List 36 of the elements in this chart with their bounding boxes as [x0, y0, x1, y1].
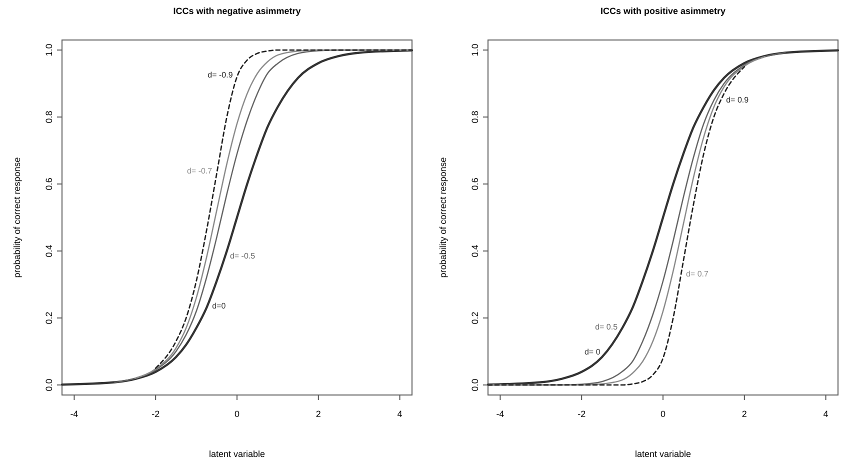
x-tick-label: -2 — [578, 409, 586, 419]
y-axis-title: probability of correct response — [438, 157, 448, 278]
y-tick-label: 0.0 — [470, 378, 480, 392]
y-tick-label: 0.6 — [470, 178, 480, 190]
series-label: d= -0.7 — [186, 166, 213, 176]
series-label: d= 0.9 — [726, 95, 750, 104]
x-tick-label: 2 — [742, 409, 747, 419]
text: d= -0.5 — [230, 252, 256, 261]
y-tick-label: 0.4 — [470, 244, 480, 258]
x-axis-title: latent variable — [208, 449, 266, 459]
x-tick-label: -4 — [496, 409, 504, 419]
series-label: d=0 — [212, 301, 226, 310]
series-label: d= 0 — [584, 348, 601, 357]
y-axis-title: probability of correct response — [12, 157, 22, 278]
y-tick-label: 1.0 — [470, 44, 480, 56]
text: d= 0.5 — [595, 322, 618, 332]
x-tick-label: -2 — [152, 409, 160, 419]
x-tick-label: 0 — [660, 409, 666, 419]
x-axis-title: latent variable — [634, 449, 692, 459]
x-tick-label: 4 — [823, 409, 828, 419]
y-tick-label: 0.4 — [44, 244, 54, 258]
x-tick-label: -4 — [70, 409, 78, 419]
y-tick-label: 0.0 — [44, 378, 54, 392]
x-tick-label: 2 — [316, 409, 321, 419]
chart-title: ICCs with positive asimmetry — [600, 6, 726, 16]
x-tick-label: 0 — [234, 409, 240, 419]
y-tick-label: 0.8 — [470, 110, 480, 124]
y-tick-label: 0.6 — [44, 178, 54, 190]
y-tick-label: 0.8 — [44, 110, 54, 124]
series-label: d= 0.7 — [686, 269, 709, 278]
y-tick-label: 0.2 — [470, 312, 480, 324]
y-tick-label: 1.0 — [44, 44, 54, 56]
chart-title: ICCs with negative asimmetry — [173, 6, 301, 16]
y-tick-label: 0.2 — [44, 312, 54, 324]
series-label: d= -0.9 — [208, 70, 234, 80]
x-tick-label: 4 — [397, 409, 402, 419]
